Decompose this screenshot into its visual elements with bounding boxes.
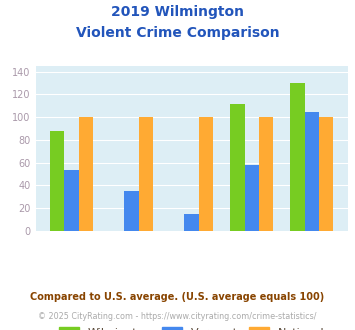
Bar <box>79 117 93 231</box>
Text: © 2025 CityRating.com - https://www.cityrating.com/crime-statistics/: © 2025 CityRating.com - https://www.city… <box>38 312 317 321</box>
Bar <box>259 117 273 231</box>
Bar <box>245 165 259 231</box>
Bar <box>319 117 333 231</box>
Bar <box>50 131 64 231</box>
Text: Compared to U.S. average. (U.S. average equals 100): Compared to U.S. average. (U.S. average … <box>31 292 324 302</box>
Bar <box>139 117 153 231</box>
Bar <box>305 112 319 231</box>
Bar <box>185 214 199 231</box>
Text: 2019 Wilmington: 2019 Wilmington <box>111 5 244 19</box>
Bar <box>124 191 139 231</box>
Legend: Wilmington, Vermont, National: Wilmington, Vermont, National <box>54 322 329 330</box>
Bar <box>290 83 305 231</box>
Bar <box>199 117 213 231</box>
Text: Violent Crime Comparison: Violent Crime Comparison <box>76 26 279 40</box>
Bar <box>230 104 245 231</box>
Bar <box>64 170 79 231</box>
